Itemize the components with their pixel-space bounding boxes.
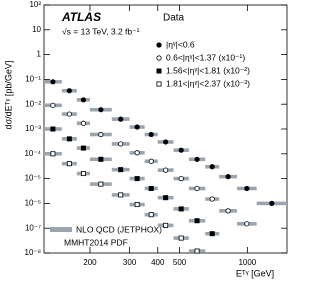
data-point <box>209 231 215 237</box>
data-point <box>66 161 72 167</box>
y-tick-label: 1 <box>37 50 42 59</box>
data-point <box>194 185 200 192</box>
data-point <box>118 167 124 173</box>
data-point <box>66 136 72 142</box>
x-tick-label: 400 <box>151 258 165 267</box>
data-point <box>148 185 154 191</box>
data-point <box>244 185 250 192</box>
y-tick-label: 10 <box>32 25 41 34</box>
y-tick-label: 10⁻³ <box>25 124 41 133</box>
data-point <box>209 196 215 202</box>
data-point <box>80 171 86 177</box>
y-tick-label: 10² <box>29 0 41 9</box>
data-point <box>148 158 154 164</box>
data-label: Data <box>163 13 185 24</box>
data-point <box>225 208 231 214</box>
legend-label: 0.6<|ηᵞ|<1.37 (x10⁻¹) <box>166 52 245 62</box>
data-point <box>80 145 86 151</box>
data-point <box>50 126 56 132</box>
data-point <box>225 174 231 180</box>
legend-marker <box>156 68 162 74</box>
y-tick-label: 10⁻⁶ <box>25 199 41 208</box>
data-point <box>118 116 124 122</box>
data-point <box>118 192 124 198</box>
y-tick-label: 10⁻² <box>25 99 41 108</box>
data-point <box>98 107 104 113</box>
data-point <box>178 176 184 182</box>
y-tick-label: 10⁻⁸ <box>25 248 42 257</box>
data-point <box>98 156 104 162</box>
experiment-label: ATLAS <box>61 10 101 24</box>
chart: ATLAS Data √s = 13 TeV, 3.2 fb⁻¹ Eᵀᵞ [Ge… <box>3 0 288 278</box>
data-point <box>134 150 140 156</box>
x-tick-label: 200 <box>83 258 97 267</box>
data-point <box>194 248 200 254</box>
data-point <box>178 206 184 212</box>
y-tick-label: 10⁻⁴ <box>24 149 41 158</box>
y-axis-label: dσ/dEᵀᵞ [pb/GeV] <box>3 61 13 130</box>
data-point <box>134 202 140 208</box>
data-point <box>66 88 72 94</box>
data-point <box>50 151 56 157</box>
legend-marker <box>156 42 162 48</box>
data-point <box>50 102 56 108</box>
data-point <box>80 120 87 126</box>
data-point <box>66 111 72 117</box>
data-point <box>118 141 124 147</box>
data-point <box>148 131 154 138</box>
data-point <box>163 139 169 145</box>
legend-marker <box>156 55 162 61</box>
x-tick-label: 300 <box>123 258 137 267</box>
band-legend-label: NLO QCD (JETPHOX) <box>76 224 162 234</box>
data-point <box>163 222 169 228</box>
x-axis-label: Eᵀᵞ [GeV] <box>236 268 274 278</box>
x-tick-label: 500 <box>173 258 187 267</box>
y-tick-label: 10⁻⁵ <box>25 174 41 183</box>
energy-label: √s = 13 TeV, 3.2 fb⁻¹ <box>62 26 140 36</box>
data-point <box>269 200 275 206</box>
data-point <box>134 124 140 130</box>
data-point <box>134 176 140 182</box>
band-legend-swatch <box>50 227 72 232</box>
data-point <box>244 221 250 227</box>
data-point <box>209 164 215 170</box>
data-point <box>163 195 169 201</box>
x-tick-label: 1000 <box>238 258 256 267</box>
legend-label: 1.81<|ηᵞ|<2.37 (x10⁻³) <box>166 78 250 88</box>
data-point <box>178 147 184 153</box>
legend-marker <box>156 81 162 87</box>
y-tick-label: 10⁻¹ <box>25 75 41 84</box>
data-point <box>98 131 104 138</box>
legend-label: |ηᵞ|<0.6 <box>166 39 195 49</box>
data-point <box>194 156 200 162</box>
data-point <box>98 181 104 187</box>
data-point <box>194 218 200 224</box>
data-point <box>148 212 154 218</box>
data-point <box>163 167 169 173</box>
pdf-label: MMHT2014 PDF <box>64 237 128 247</box>
data-point <box>80 97 87 103</box>
data-point <box>50 79 56 85</box>
legend-label: 1.56<|ηᵞ|<1.81 (x10⁻²) <box>166 65 250 75</box>
data-point <box>178 235 184 241</box>
y-tick-label: 10⁻⁷ <box>25 223 41 232</box>
